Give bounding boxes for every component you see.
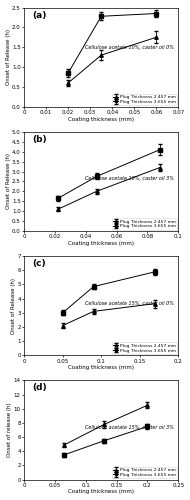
Text: (b): (b) bbox=[32, 135, 47, 144]
Text: Cellulose acetate 15%, caster oil 3%: Cellulose acetate 15%, caster oil 3% bbox=[85, 425, 174, 430]
Legend: Plug Thickness 2.457 mm, Plug Thickness 3.655 mm: Plug Thickness 2.457 mm, Plug Thickness … bbox=[112, 94, 177, 106]
Text: Cellulose acetate 15%, caster oil 0%: Cellulose acetate 15%, caster oil 0% bbox=[85, 301, 174, 306]
Text: (a): (a) bbox=[32, 10, 46, 20]
Legend: Plug Thickness 2.457 mm, Plug Thickness 3.655 mm: Plug Thickness 2.457 mm, Plug Thickness … bbox=[112, 218, 177, 230]
X-axis label: Coating thickness (mm): Coating thickness (mm) bbox=[68, 365, 134, 370]
X-axis label: Coating thickness (mm): Coating thickness (mm) bbox=[68, 116, 134, 121]
Legend: Plug Thickness 2.457 mm, Plug Thickness 3.655 mm: Plug Thickness 2.457 mm, Plug Thickness … bbox=[112, 466, 177, 478]
X-axis label: Coating thickness (mm): Coating thickness (mm) bbox=[68, 241, 134, 246]
Y-axis label: Onset of Release (h): Onset of Release (h) bbox=[6, 29, 11, 85]
Text: (c): (c) bbox=[32, 259, 45, 268]
Legend: Plug Thickness 2.457 mm, Plug Thickness 3.655 mm: Plug Thickness 2.457 mm, Plug Thickness … bbox=[112, 342, 177, 354]
Y-axis label: Onset of Release (h): Onset of Release (h) bbox=[11, 278, 16, 334]
Text: (d): (d) bbox=[32, 384, 47, 392]
Text: Cellulose acetate 10%, caster oil 0%: Cellulose acetate 10%, caster oil 0% bbox=[85, 45, 174, 50]
Y-axis label: Onset of Release (h): Onset of Release (h) bbox=[6, 154, 11, 210]
X-axis label: Coating thickness (mm): Coating thickness (mm) bbox=[68, 490, 134, 494]
Y-axis label: Onset of release (h): Onset of release (h) bbox=[7, 402, 12, 458]
Text: Cellulose acetate 10%, caster oil 3%: Cellulose acetate 10%, caster oil 3% bbox=[85, 176, 174, 182]
